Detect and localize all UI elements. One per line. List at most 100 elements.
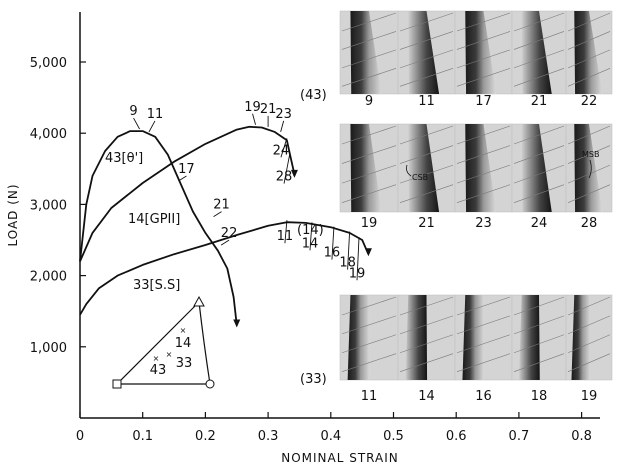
x-tick-label: 0.8 bbox=[571, 429, 592, 444]
micrograph-frame-label: 16 bbox=[475, 389, 492, 404]
slip-line bbox=[513, 334, 565, 354]
slip-line bbox=[341, 31, 397, 50]
marker-arrow bbox=[213, 211, 222, 218]
slip-line bbox=[399, 31, 454, 50]
shear-band bbox=[408, 11, 440, 94]
x-tick-label: 0.2 bbox=[195, 429, 216, 444]
orientation-label-33: 33 bbox=[176, 356, 193, 371]
curve-marker-label: 23 bbox=[275, 107, 292, 122]
slip-line bbox=[567, 145, 611, 164]
micrograph-frame-label: 24 bbox=[531, 216, 548, 231]
micrograph-frame-label: 23 bbox=[475, 216, 492, 231]
slip-line bbox=[456, 31, 511, 50]
slip-line bbox=[456, 125, 511, 145]
marker-arrow bbox=[133, 117, 140, 130]
slip-line bbox=[567, 353, 611, 372]
slip-line bbox=[456, 68, 511, 87]
stereographic-triangle: × 14 × 43 × 33 bbox=[112, 295, 215, 389]
shear-band bbox=[521, 11, 552, 94]
curve-marker-label: 22 bbox=[221, 226, 238, 241]
slip-line bbox=[567, 49, 611, 69]
curve-marker-label: 17 bbox=[178, 162, 195, 177]
slip-line bbox=[567, 68, 611, 87]
slip-line bbox=[399, 68, 454, 87]
y-tick-label: 1,000 bbox=[30, 341, 67, 356]
x-tick-label: 0.5 bbox=[383, 429, 404, 444]
slip-line bbox=[456, 296, 511, 316]
micrograph-frame-label: 19 bbox=[361, 216, 378, 231]
slip-line bbox=[341, 184, 397, 203]
micrograph-frame-label: 9 bbox=[365, 94, 373, 109]
shear-band bbox=[571, 295, 591, 380]
x-tick-label: 0.1 bbox=[132, 429, 153, 444]
series-label-43: 43[θ'] bbox=[105, 151, 143, 166]
marker-arrow bbox=[280, 138, 288, 158]
slip-line bbox=[567, 125, 611, 145]
curve-marker-label: 11 bbox=[147, 107, 164, 122]
x-tick-label: 0 bbox=[76, 429, 84, 444]
slip-line bbox=[567, 315, 611, 335]
slip-line bbox=[456, 49, 511, 69]
y-axis-title: LOAD (N) bbox=[6, 183, 20, 246]
annotation-csb: CSB bbox=[412, 173, 428, 182]
curve-marker-label: 18 bbox=[339, 256, 356, 271]
marker-arrow bbox=[252, 113, 256, 125]
micrograph-frame-label: 19 bbox=[581, 389, 598, 404]
series-line-2 bbox=[79, 221, 370, 316]
slip-line bbox=[399, 315, 454, 335]
y-tick-label: 5,000 bbox=[30, 56, 67, 71]
y-ticks: 1,000 2,000 3,000 4,000 5,000 bbox=[30, 56, 86, 356]
marker-arrow bbox=[178, 175, 187, 182]
annotation-14: (14) bbox=[297, 223, 324, 238]
curve-marker-label: 16 bbox=[324, 246, 341, 261]
annotation-msb-arrow bbox=[588, 159, 592, 179]
series-end-arrow bbox=[290, 169, 298, 178]
slip-line bbox=[567, 164, 611, 184]
y-tick-label: 3,000 bbox=[30, 198, 67, 213]
shear-band bbox=[350, 11, 382, 94]
orientation-point-14: × bbox=[180, 326, 187, 335]
micrograph-frame-label: 18 bbox=[531, 389, 548, 404]
slip-line bbox=[399, 184, 454, 203]
slip-line bbox=[341, 49, 397, 69]
shear-band bbox=[408, 124, 440, 212]
orientation-point-33: × bbox=[166, 350, 173, 359]
slip-line bbox=[341, 145, 397, 164]
marker-arrow bbox=[331, 226, 335, 260]
curve-marker-label: 21 bbox=[213, 198, 230, 213]
series-label-14: 14[GPII] bbox=[128, 212, 180, 227]
x-tick-label: 0.6 bbox=[446, 429, 467, 444]
slip-line bbox=[399, 145, 454, 164]
shear-band bbox=[521, 124, 552, 212]
y-tick-label: 2,000 bbox=[30, 270, 67, 285]
slip-line bbox=[513, 145, 565, 164]
slip-line bbox=[513, 353, 565, 372]
micrograph-frame-label: 22 bbox=[581, 94, 598, 109]
slip-line bbox=[456, 184, 511, 203]
shear-band bbox=[462, 295, 485, 380]
series-end-arrow bbox=[233, 319, 241, 328]
orientation-point-43: × bbox=[153, 354, 160, 363]
slip-line bbox=[513, 296, 565, 316]
slip-line bbox=[513, 31, 565, 50]
micrograph-row-label: (33) bbox=[300, 372, 327, 387]
slip-line bbox=[456, 353, 511, 372]
micrograph-frame-label: 21 bbox=[531, 94, 548, 109]
curve-marker-label: 21 bbox=[260, 102, 277, 117]
series-line-0 bbox=[79, 130, 238, 326]
triangle-corner-square bbox=[112, 379, 122, 389]
micrograph-frame-label: 28 bbox=[581, 216, 598, 231]
slip-line bbox=[456, 164, 511, 184]
slip-line bbox=[513, 49, 565, 69]
x-axis-title: NOMINAL STRAIN bbox=[281, 451, 399, 465]
slip-line bbox=[567, 31, 611, 50]
marker-arrow bbox=[280, 120, 285, 133]
orientation-label-14: 14 bbox=[175, 336, 192, 351]
curve-marker-label: 19 bbox=[244, 100, 261, 115]
slip-line bbox=[567, 12, 611, 32]
slip-line bbox=[513, 164, 565, 184]
y-tick-label: 4,000 bbox=[30, 127, 67, 142]
marker-arrow bbox=[220, 239, 230, 246]
x-tick-label: 0.7 bbox=[509, 429, 530, 444]
slip-line bbox=[513, 68, 565, 87]
